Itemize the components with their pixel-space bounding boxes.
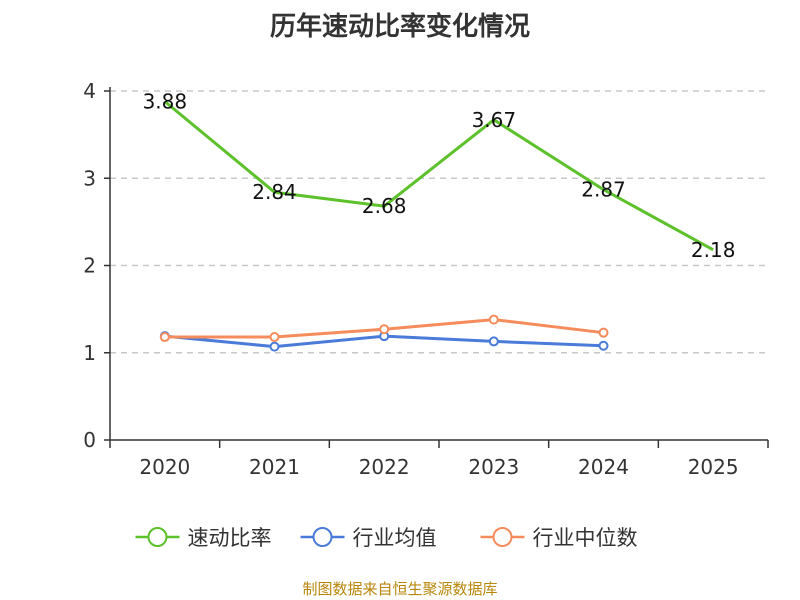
legend-marker [492, 527, 513, 547]
legend-item: 速动比率 [135, 526, 272, 550]
y-tick-label: 2 [83, 254, 96, 278]
axes: 0 1 2 3 4 2020 2021 2022 2023 2024 2025 [83, 79, 769, 479]
x-tick-label: 2023 [468, 455, 519, 479]
legend: 速动比率 行业均值 行业中位数 [135, 526, 638, 550]
legend-item: 行业均值 [300, 526, 437, 550]
data-label: 2.68 [362, 194, 407, 218]
data-label: 3.67 [472, 108, 517, 132]
x-tick-label: 2020 [139, 455, 190, 479]
y-tick-label: 1 [83, 341, 96, 365]
y-tick-label: 0 [83, 428, 96, 452]
y-tick-label: 3 [83, 166, 96, 190]
chart-title: 历年速动比率变化情况 [269, 12, 530, 42]
legend-label: 速动比率 [188, 526, 272, 550]
legend-marker [312, 527, 333, 547]
data-label: 2.84 [252, 180, 297, 204]
data-point [488, 314, 499, 325]
legend-marker [147, 527, 168, 547]
data-point [159, 332, 170, 343]
data-point [269, 332, 280, 343]
data-label: 2.87 [581, 178, 626, 202]
data-point [598, 327, 609, 338]
y-tick-label: 4 [83, 79, 96, 103]
data-point [379, 324, 390, 335]
data-point [488, 336, 499, 347]
data-label: 3.88 [143, 89, 188, 113]
x-tick-label: 2024 [578, 455, 629, 479]
x-tick-label: 2021 [249, 455, 300, 479]
source-note: 制图数据来自恒生聚源数据库 [302, 580, 498, 598]
x-tick-label: 2022 [359, 455, 410, 479]
data-label: 2.18 [691, 238, 736, 262]
legend-label: 行业中位数 [533, 526, 638, 550]
x-tick-label: 2025 [688, 455, 739, 479]
legend-item: 行业中位数 [480, 526, 638, 550]
data-point [269, 341, 280, 352]
series [159, 100, 714, 352]
gridlines [110, 90, 768, 354]
legend-label: 行业均值 [353, 526, 437, 550]
data-labels: 3.88 2.84 2.68 3.67 2.87 2.18 [143, 89, 736, 261]
series-line-0 [163, 100, 714, 252]
data-point [598, 340, 609, 351]
